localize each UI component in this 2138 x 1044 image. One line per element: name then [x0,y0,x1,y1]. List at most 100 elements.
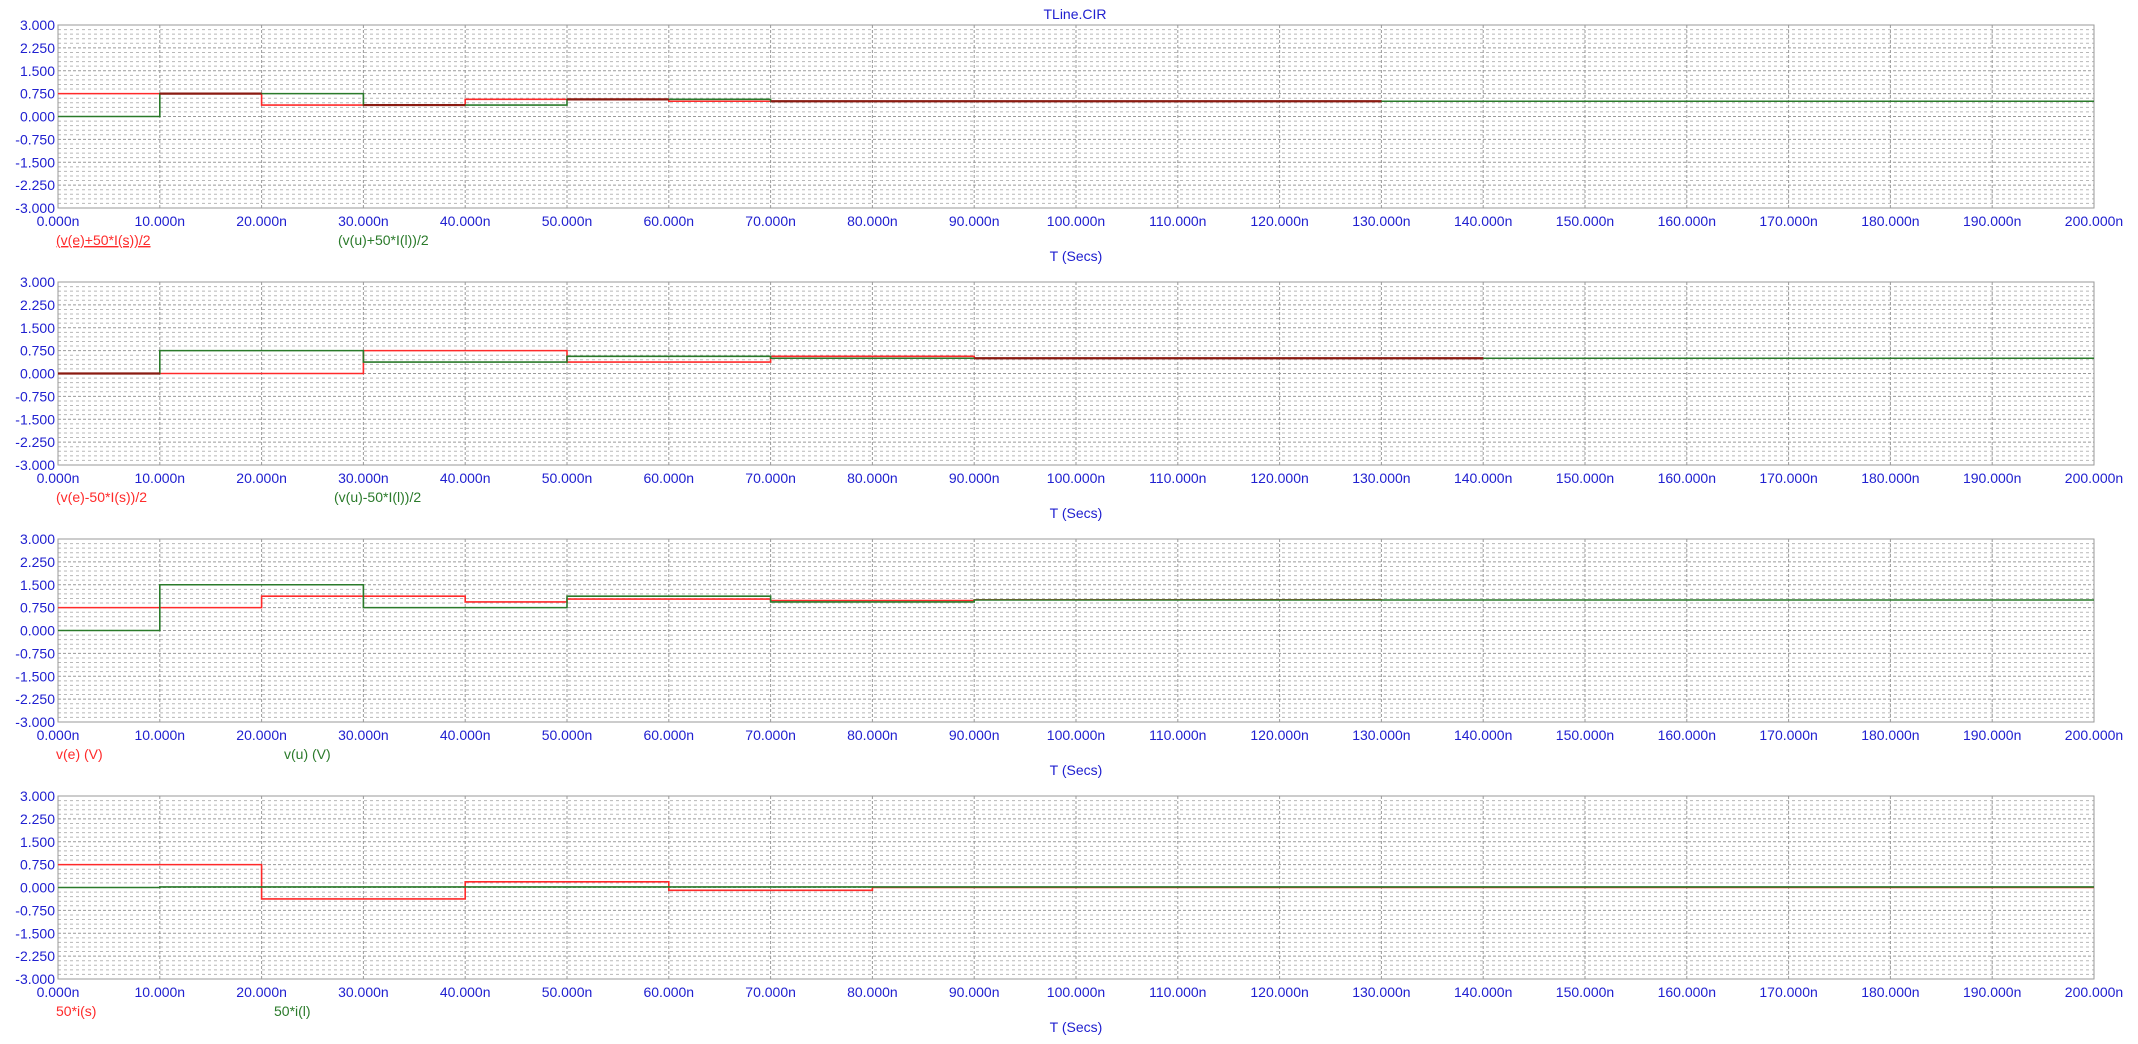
y-tick-label: -0.750 [15,388,55,404]
x-tick-label: 120.000n [1250,470,1308,486]
x-tick-label: 200.000n [2065,727,2123,743]
y-tick-label: -1.500 [15,411,55,427]
x-tick-label: 160.000n [1658,984,1716,1000]
x-tick-label: 140.000n [1454,470,1512,486]
y-tick-label: -1.500 [15,925,55,941]
y-tick-label: -3.000 [15,457,55,473]
x-tick-label: 200.000n [2065,213,2123,229]
y-tick-label: 2.250 [20,554,55,570]
x-tick-label: 180.000n [1861,984,1919,1000]
x-tick-label: 80.000n [847,470,898,486]
x-axis-label: T (Secs) [1050,505,1103,521]
series-line-1 [58,863,2094,900]
y-tick-label: -2.250 [15,434,55,450]
plot-panel-2: 3.000 2.250 1.500 0.750 0.000 -0.750 -1.500 -2.… [15,274,2123,521]
series-line-2 [58,583,2094,632]
y-tick-label: 0.000 [20,109,55,125]
y-tick-label: 3.000 [20,788,55,804]
y-tick-label: -1.500 [15,668,55,684]
x-tick-label: 150.000n [1556,984,1614,1000]
x-tick-label: 60.000n [643,470,694,486]
x-tick-label: 190.000n [1963,470,2021,486]
y-tick-label: -2.250 [15,691,55,707]
x-axis-label: T (Secs) [1050,248,1103,264]
x-tick-label: 130.000n [1352,470,1410,486]
x-tick-label: 90.000n [949,213,1000,229]
x-tick-label: 70.000n [745,470,796,486]
y-tick-label: 0.000 [20,880,55,896]
x-tick-label: 120.000n [1250,984,1308,1000]
x-tick-label: 160.000n [1658,470,1716,486]
x-tick-label: 190.000n [1963,213,2021,229]
y-tick-label: -2.250 [15,177,55,193]
legend-entry-1: (v(e)+50*I(s))/2 [56,232,151,248]
x-tick-label: 20.000n [236,727,287,743]
series-line-1 [58,349,1484,375]
y-tick-label: -3.000 [15,200,55,216]
x-tick-label: 100.000n [1047,727,1105,743]
x-tick-label: 40.000n [440,213,491,229]
x-tick-label: 30.000n [338,984,389,1000]
x-tick-label: 140.000n [1454,727,1512,743]
x-tick-label: 20.000n [236,470,287,486]
x-tick-label: 170.000n [1759,727,1817,743]
x-tick-label: 180.000n [1861,470,1919,486]
x-tick-label: 120.000n [1250,727,1308,743]
x-tick-label: 100.000n [1047,470,1105,486]
x-tick-label: 70.000n [745,984,796,1000]
x-tick-label: 90.000n [949,470,1000,486]
y-tick-label: 0.750 [20,600,55,616]
x-tick-label: 170.000n [1759,213,1817,229]
x-tick-label: 110.000n [1149,213,1206,229]
x-tick-label: 60.000n [643,213,694,229]
x-tick-label: 0.000n [37,984,80,1000]
y-tick-label: 1.500 [20,577,55,593]
x-tick-label: 50.000n [542,470,593,486]
legend-entry-2: 50*i(l) [274,1003,311,1019]
x-tick-label: 0.000n [37,470,80,486]
legend-entry-2: (v(u)+50*I(l))/2 [338,232,429,248]
x-tick-label: 80.000n [847,727,898,743]
plot-panel-1: 3.000 2.250 1.500 0.750 0.000 -0.750 -1.500 -2.… [15,17,2123,264]
y-tick-label: -3.000 [15,971,55,987]
x-tick-label: 40.000n [440,470,491,486]
x-tick-label: 110.000n [1149,984,1206,1000]
y-tick-label: -3.000 [15,714,55,730]
x-tick-label: 20.000n [236,984,287,1000]
x-tick-label: 190.000n [1963,984,2021,1000]
series-line-1 [58,595,1383,609]
x-tick-label: 10.000n [134,470,185,486]
y-tick-label: 3.000 [20,274,55,290]
y-tick-label: 1.500 [20,320,55,336]
x-tick-label: 50.000n [542,984,593,1000]
plot-panel-3: 3.000 2.250 1.500 0.750 0.000 -0.750 -1.500 -2.… [15,531,2123,778]
series-line-2 [58,886,2094,889]
x-tick-label: 170.000n [1759,470,1817,486]
x-tick-label: 30.000n [338,727,389,743]
x-tick-label: 100.000n [1047,213,1105,229]
y-tick-label: -0.750 [15,131,55,147]
x-tick-label: 90.000n [949,727,1000,743]
x-tick-label: 50.000n [542,727,593,743]
x-tick-label: 140.000n [1454,984,1512,1000]
x-tick-label: 100.000n [1047,984,1105,1000]
plot-panel-4: 3.000 2.250 1.500 0.750 0.000 -0.750 -1.500 -2.… [15,788,2123,1035]
x-tick-label: 30.000n [338,470,389,486]
x-tick-label: 150.000n [1556,470,1614,486]
x-tick-label: 0.000n [37,727,80,743]
x-tick-label: 60.000n [643,984,694,1000]
x-tick-label: 180.000n [1861,213,1919,229]
series-line-2 [58,349,2094,375]
x-tick-label: 200.000n [2065,470,2123,486]
x-tick-label: 80.000n [847,213,898,229]
y-tick-label: 1.500 [20,63,55,79]
x-tick-label: 160.000n [1658,727,1716,743]
y-tick-label: 0.750 [20,857,55,873]
x-tick-label: 130.000n [1352,984,1410,1000]
x-tick-label: 10.000n [134,213,185,229]
x-tick-label: 40.000n [440,984,491,1000]
x-tick-label: 70.000n [745,727,796,743]
y-tick-label: -0.750 [15,645,55,661]
y-tick-label: 1.500 [20,834,55,850]
